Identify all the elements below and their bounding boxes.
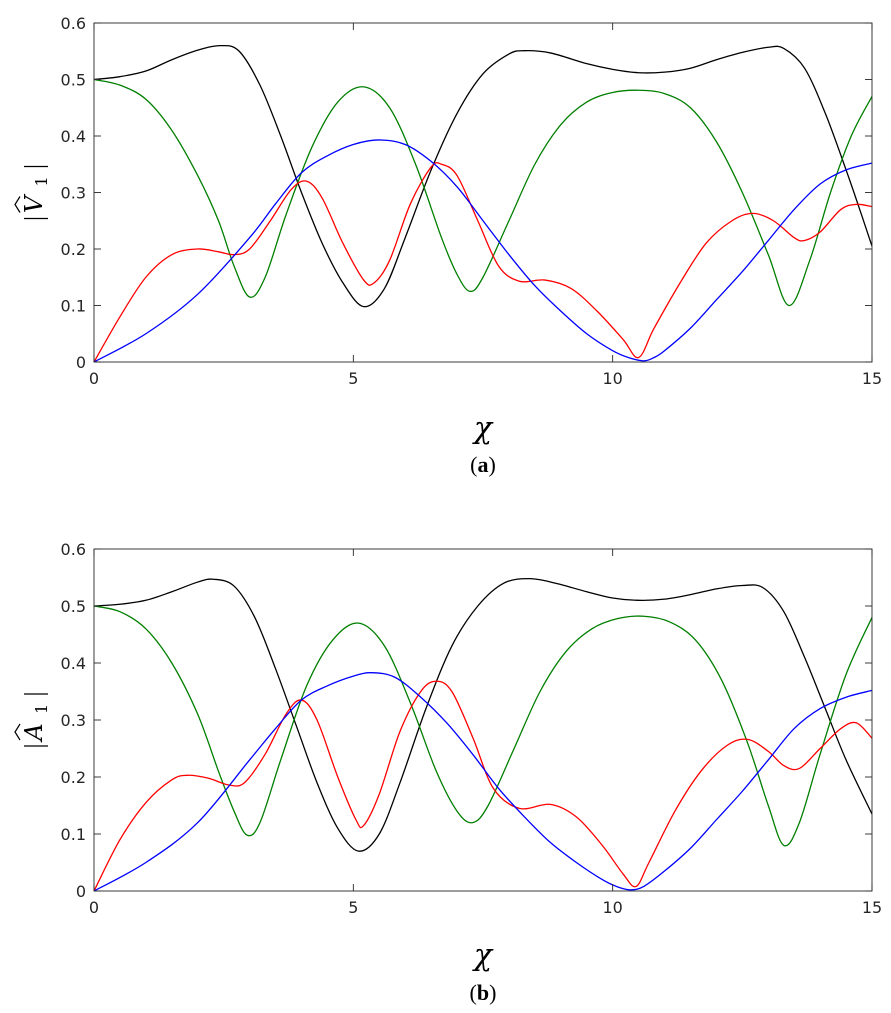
series-line-1 [94, 577, 872, 852]
x-tick-label: 10 [602, 369, 622, 388]
y-tick-label: 0.4 [61, 127, 86, 146]
y-tick-label: 0.2 [61, 768, 86, 787]
y-tick-label: 0 [76, 882, 86, 901]
series-line-1 [94, 44, 872, 308]
y-axis-label-subscript: 1 [32, 176, 51, 186]
series-group [94, 44, 872, 362]
x-axis-label: χ [472, 938, 494, 973]
y-tick-label: 0.4 [61, 654, 86, 673]
y-axis-label: A1 [14, 693, 51, 747]
series-line-3 [94, 680, 872, 891]
x-tick-label: 5 [348, 369, 358, 388]
series-group [94, 577, 872, 891]
series-line-2 [94, 605, 872, 847]
y-tick-label: 0 [76, 353, 86, 372]
y-tick-label: 0.3 [61, 711, 86, 730]
hat-accent [14, 196, 21, 213]
x-tick-label: 5 [348, 898, 358, 917]
x-tick-label: 0 [89, 898, 99, 917]
y-tick-label: 0.5 [61, 71, 86, 90]
y-axis-label-subscript: 1 [32, 704, 51, 714]
y-tick-label: 0.6 [61, 14, 86, 33]
y-tick-label: 0.1 [61, 825, 86, 844]
y-axis-label: V1 [14, 165, 51, 220]
y-axis-label-letter: A [20, 723, 48, 742]
y-axis-label-letter: V [20, 193, 48, 213]
panel-caption: (a) [470, 452, 496, 477]
y-tick-label: 0.2 [61, 240, 86, 259]
series-line-4 [94, 672, 872, 891]
plot-area [94, 549, 872, 891]
x-axis-label: χ [472, 411, 494, 446]
y-tick-label: 0.3 [61, 184, 86, 203]
panel-caption: (b) [470, 980, 497, 1005]
hat-accent [14, 723, 21, 741]
x-tick-label: 10 [602, 898, 622, 917]
y-tick-label: 0.1 [61, 297, 86, 316]
x-tick-label: 15 [862, 898, 882, 917]
series-line-3 [94, 162, 872, 362]
x-tick-label: 15 [862, 369, 882, 388]
y-tick-label: 0.6 [61, 540, 86, 559]
y-tick-label: 0.5 [61, 597, 86, 616]
series-line-4 [94, 139, 872, 362]
x-tick-label: 0 [89, 369, 99, 388]
